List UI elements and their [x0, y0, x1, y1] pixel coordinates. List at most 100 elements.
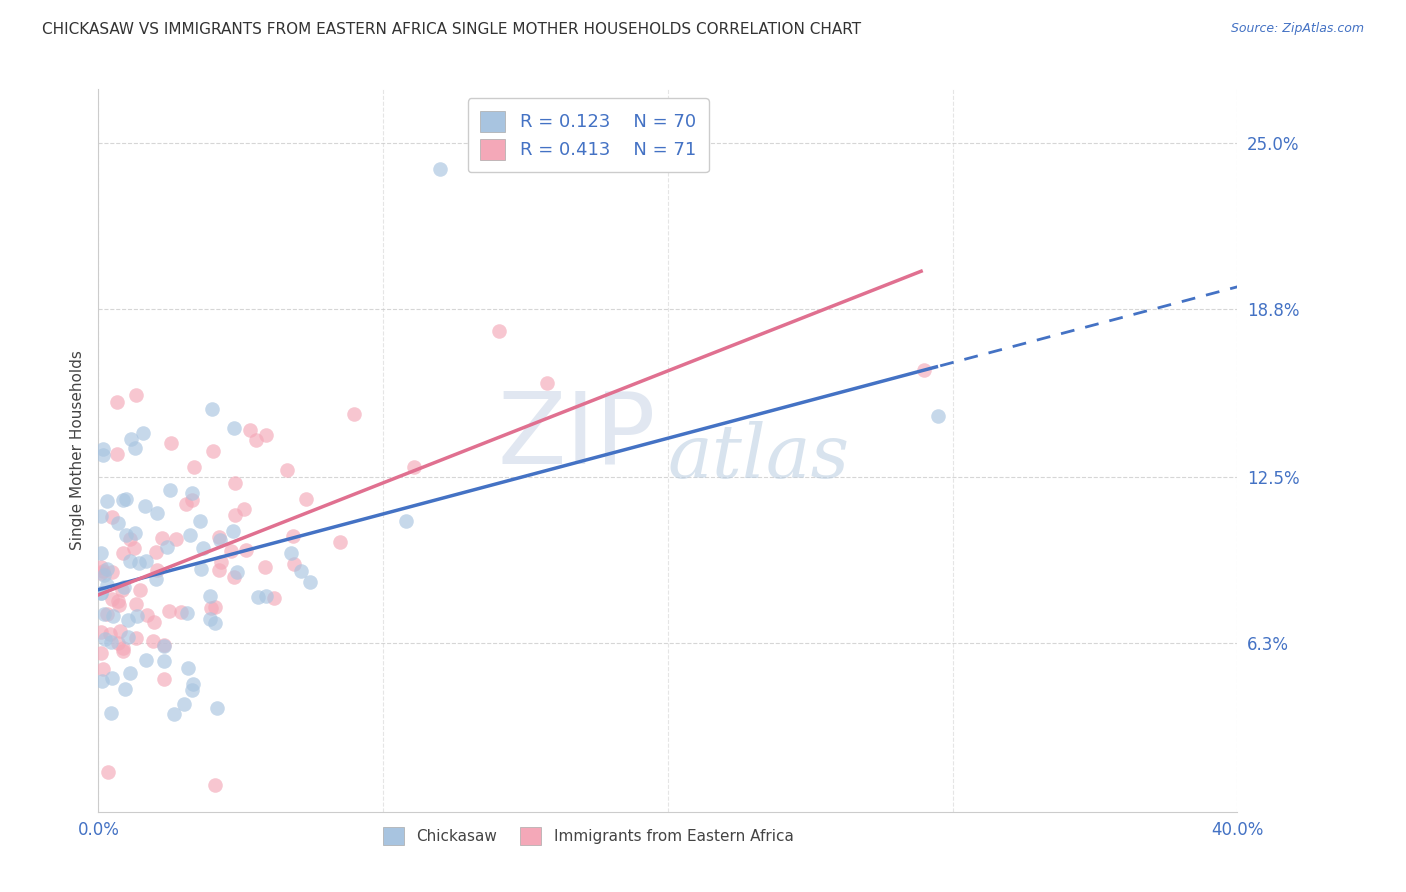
Point: [90, 546, 112, 560]
Point: [136, 607, 159, 622]
Point: [124, 525, 146, 540]
Point: [90, 624, 112, 639]
Point: [174, 497, 197, 511]
Point: [107, 594, 129, 608]
Point: [117, 613, 139, 627]
Point: [221, 544, 243, 558]
Point: [201, 402, 224, 417]
Point: [165, 532, 187, 546]
Point: [200, 601, 222, 615]
Point: [124, 442, 146, 456]
Point: [283, 557, 305, 571]
Point: [200, 612, 222, 626]
Point: [247, 590, 270, 604]
Point: [176, 606, 198, 620]
Point: [226, 566, 249, 580]
Point: [205, 701, 228, 715]
Point: [202, 444, 225, 458]
Text: ZIP: ZIP: [498, 387, 657, 484]
Point: [120, 554, 142, 568]
Point: [107, 516, 129, 530]
Point: [125, 597, 148, 611]
Point: [112, 640, 135, 655]
Point: [204, 599, 226, 614]
Point: [96, 493, 118, 508]
Point: [90, 646, 112, 660]
Point: [101, 565, 124, 579]
Point: [118, 532, 141, 546]
Point: [173, 697, 195, 711]
Point: [294, 491, 316, 506]
Point: [146, 563, 169, 577]
Point: [180, 492, 202, 507]
Point: [181, 683, 204, 698]
Point: [90, 586, 112, 600]
Point: [153, 672, 176, 686]
Point: [100, 671, 122, 685]
Point: [93, 607, 115, 621]
Point: [142, 634, 165, 648]
Point: [90, 560, 112, 574]
Point: [127, 608, 149, 623]
Point: [181, 677, 204, 691]
Text: CHICKASAW VS IMMIGRANTS FROM EASTERN AFRICA SINGLE MOTHER HOUSEHOLDS CORRELATION: CHICKASAW VS IMMIGRANTS FROM EASTERN AFR…: [42, 22, 862, 37]
Point: [157, 604, 180, 618]
Point: [329, 534, 352, 549]
Point: [112, 546, 135, 560]
Point: [122, 541, 145, 556]
Point: [134, 500, 156, 514]
Point: [111, 644, 134, 658]
Point: [93, 632, 115, 647]
Point: [180, 486, 202, 500]
Point: [254, 589, 277, 603]
Point: [198, 589, 221, 603]
Point: [120, 432, 142, 446]
Point: [183, 460, 205, 475]
Point: [190, 562, 212, 576]
Point: [101, 591, 124, 606]
Point: [179, 527, 201, 541]
Point: [135, 554, 157, 568]
Point: [254, 428, 277, 442]
Point: [536, 376, 558, 391]
Point: [235, 543, 257, 558]
Point: [153, 654, 176, 668]
Point: [90, 509, 112, 524]
Point: [221, 524, 243, 538]
Point: [208, 533, 231, 547]
Point: [105, 447, 128, 461]
Point: [100, 706, 122, 720]
Point: [111, 492, 134, 507]
Point: [107, 636, 129, 650]
Point: [91, 448, 114, 462]
Point: [124, 387, 146, 401]
Point: [488, 324, 510, 338]
Point: [108, 598, 131, 612]
Point: [188, 515, 211, 529]
Y-axis label: Single Mother Households: Single Mother Households: [69, 351, 84, 550]
Point: [299, 575, 322, 590]
Point: [128, 582, 150, 597]
Point: [239, 423, 262, 437]
Point: [100, 510, 122, 524]
Point: [114, 681, 136, 696]
Point: [245, 434, 267, 448]
Point: [402, 459, 425, 474]
Point: [100, 634, 122, 648]
Point: [912, 363, 935, 377]
Point: [98, 627, 121, 641]
Point: [233, 502, 256, 516]
Point: [169, 605, 191, 619]
Point: [153, 638, 176, 652]
Point: [118, 665, 141, 680]
Point: [263, 591, 285, 606]
Point: [143, 615, 166, 630]
Point: [91, 442, 114, 457]
Point: [290, 564, 312, 578]
Point: [114, 491, 136, 506]
Text: Source: ZipAtlas.com: Source: ZipAtlas.com: [1230, 22, 1364, 36]
Point: [125, 631, 148, 645]
Point: [90, 566, 112, 581]
Point: [112, 580, 135, 594]
Point: [111, 583, 134, 598]
